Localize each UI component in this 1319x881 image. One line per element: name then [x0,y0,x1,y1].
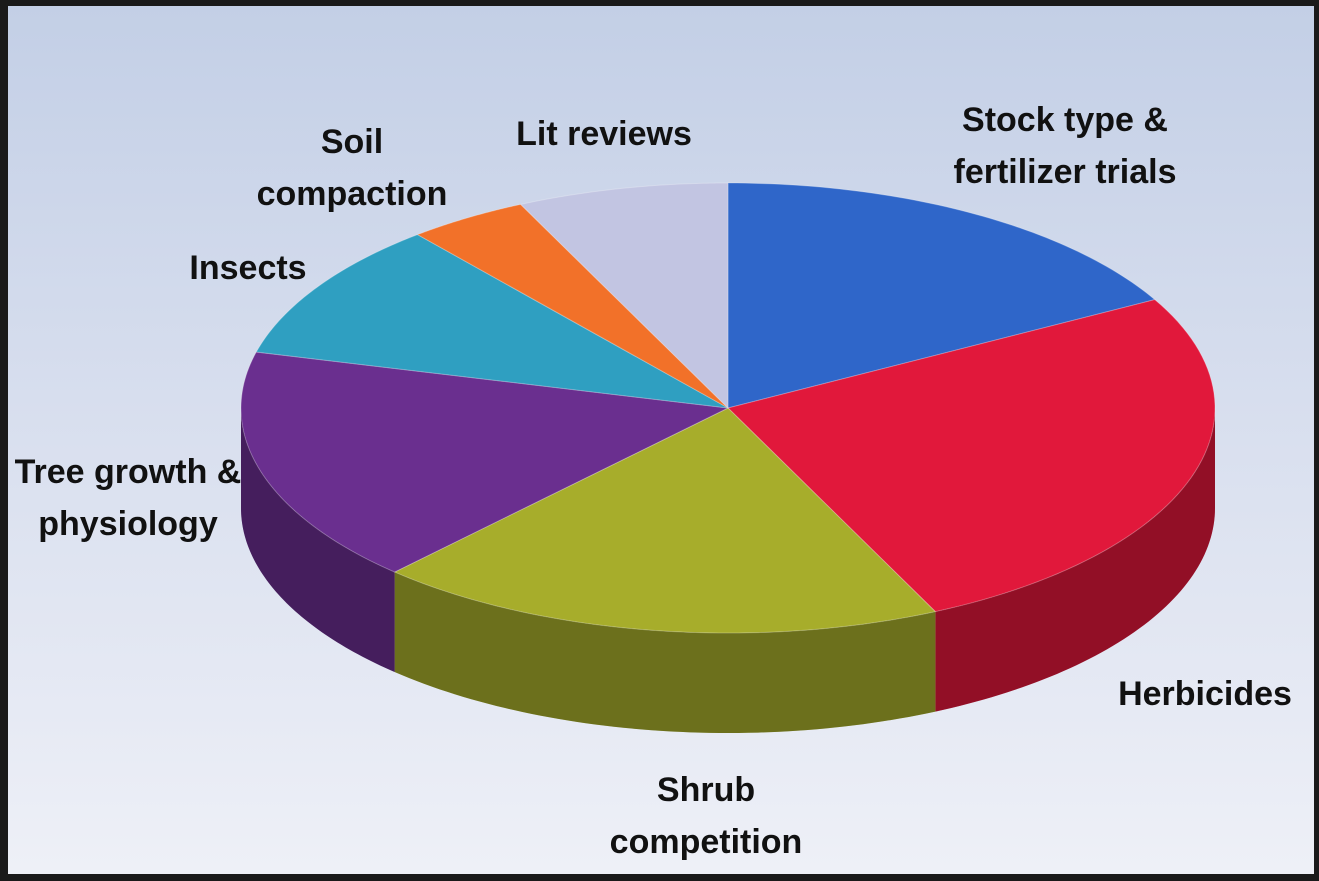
slice-side [394,572,936,733]
slice-label: Shrub competition [609,771,803,861]
pie-chart [240,182,1216,733]
slice [727,299,1216,613]
slice [519,182,729,410]
slice-side-shade [394,572,936,733]
slice [727,182,1156,409]
chart: Stock type & fertilizer trials Herbicide… [8,6,1314,874]
slice [416,203,729,409]
slice-label: Herbicides [1118,675,1292,713]
slice-side-shade [935,408,1215,712]
slice-side-shade [241,408,395,673]
slice-side [935,408,1215,712]
slice-label: Lit reviews [516,115,692,153]
slice-side [241,408,395,673]
slice-label: Tree growth & physiology [14,453,242,543]
slice [393,407,937,634]
slice-label: Insects [189,249,307,287]
slice [240,351,730,573]
slice-label: Stock type & fertilizer trials [953,101,1177,191]
slice [255,234,729,409]
slice-label: Soil compaction [256,123,448,213]
